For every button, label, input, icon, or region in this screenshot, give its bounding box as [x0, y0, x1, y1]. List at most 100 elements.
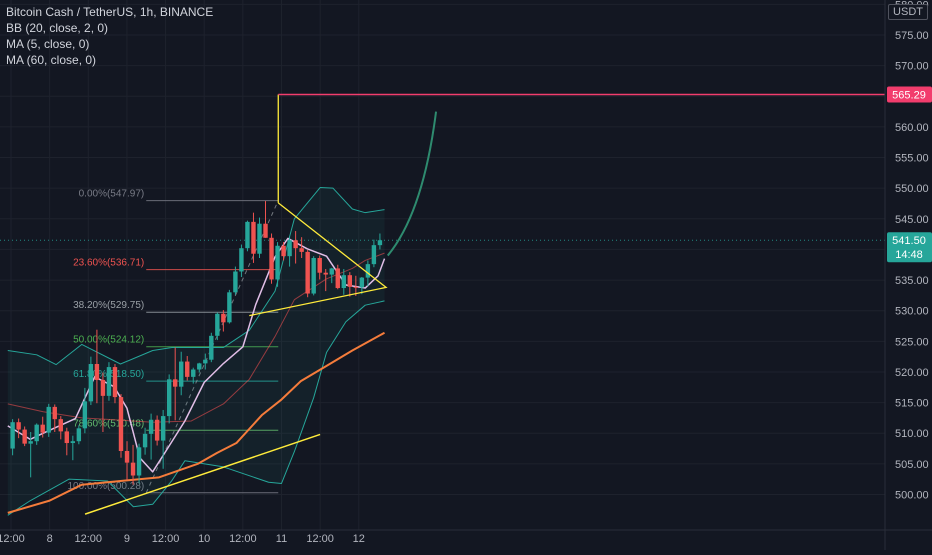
candle-body: [329, 268, 334, 275]
current-price-label: 541.50: [892, 235, 926, 247]
candle-body: [136, 447, 142, 476]
price-tick-label: 575.00: [895, 30, 929, 42]
target-price-label: 565.29: [892, 89, 926, 101]
candle-body: [335, 268, 340, 289]
candle-body: [88, 364, 94, 402]
indicator-ma5[interactable]: MA (5, close, 0): [6, 37, 90, 51]
price-tick-label: 520.00: [895, 367, 929, 379]
fib-label: 38.20%(529.75): [73, 300, 144, 311]
candle-body: [148, 419, 154, 434]
candle-body: [16, 422, 21, 430]
symbol-title[interactable]: Bitcoin Cash / TetherUS, 1h, BINANCE: [6, 5, 214, 19]
candle-body: [94, 364, 100, 380]
candle-body: [233, 271, 238, 293]
candle-body: [317, 258, 322, 273]
candle-body: [359, 277, 365, 288]
candle-body: [52, 406, 57, 420]
candle-body: [275, 245, 280, 280]
candle-body: [130, 462, 136, 476]
time-tick-label: 12:00: [229, 533, 257, 545]
time-tick-label: 12:00: [306, 533, 334, 545]
fib-label: 50.00%(524.12): [73, 335, 144, 346]
candle-body: [82, 401, 88, 429]
candle-body: [305, 251, 310, 294]
candle-body: [245, 221, 250, 249]
candle-body: [263, 223, 268, 238]
price-tick-label: 555.00: [895, 153, 929, 165]
candle-body: [221, 313, 226, 323]
indicator-ma60[interactable]: MA (60, close, 0): [6, 53, 97, 67]
price-tick-label: 500.00: [895, 490, 929, 502]
candle-body: [142, 433, 148, 448]
candle-body: [40, 424, 45, 433]
candle-body: [64, 431, 70, 444]
candle-body: [100, 379, 106, 396]
indicator-bb[interactable]: BB (20, close, 2, 0): [6, 21, 109, 35]
price-tick-label: 510.00: [895, 428, 929, 440]
candle-body: [70, 441, 76, 444]
drawings[interactable]: [84, 93, 885, 515]
candle-body: [112, 367, 118, 398]
moving-averages: [7, 237, 386, 514]
candle-body: [341, 275, 346, 289]
candle-body: [118, 397, 124, 452]
candle-body: [293, 240, 298, 249]
ma60-line: [7, 331, 386, 514]
price-tick-label: 570.00: [895, 61, 929, 73]
time-tick-label: 9: [124, 533, 130, 545]
legend: Bitcoin Cash / TetherUS, 1h, BINANCE BB …: [6, 4, 213, 68]
price-tick-label: 545.00: [895, 214, 929, 226]
candle-body: [257, 223, 262, 254]
time-tick-label: 12:00: [152, 533, 180, 545]
time-tick-label: 12:00: [75, 533, 103, 545]
candle-body: [160, 416, 166, 441]
candle-body: [239, 248, 244, 272]
candle-body: [10, 422, 15, 449]
fib-label: 23.60%(536.71): [73, 258, 144, 269]
candle-body: [347, 275, 353, 287]
candle-body: [154, 419, 160, 441]
candle-body: [172, 379, 178, 387]
price-tick-label: 535.00: [895, 275, 929, 287]
candles: [10, 201, 383, 485]
currency-selector[interactable]: USDT: [888, 4, 928, 20]
price-tick-label: 550.00: [895, 183, 929, 195]
candle-body: [203, 359, 208, 364]
bb-fill: [7, 187, 385, 516]
candle-body: [191, 369, 196, 377]
current-price-tag: [887, 232, 932, 263]
price-tick-label: 530.00: [895, 306, 929, 318]
candle-body: [311, 258, 316, 294]
candle-body: [251, 221, 256, 254]
candle-body: [34, 424, 39, 442]
candle-body: [371, 245, 377, 265]
candle-body: [124, 451, 130, 463]
candle-body: [106, 367, 112, 396]
candle-body: [377, 240, 383, 246]
bb-basis-line: [7, 252, 385, 423]
candle-body: [197, 363, 202, 370]
triangle-pattern: [249, 202, 388, 317]
candle-body: [209, 335, 214, 360]
candle-body: [323, 272, 328, 275]
lower-trendline: [84, 433, 321, 515]
time-tick-label: 12: [353, 533, 365, 545]
candle-body: [269, 237, 274, 280]
candle-body: [353, 286, 359, 288]
candle-body: [215, 313, 220, 336]
candle-body: [28, 441, 33, 444]
ma5-line: [7, 237, 386, 473]
candle-body: [185, 361, 190, 377]
target-price-tag: [887, 86, 932, 103]
candle-body: [281, 245, 286, 257]
candle-body: [58, 419, 63, 432]
fib-label: 78.60%(510.48): [73, 418, 144, 429]
candle-body: [227, 292, 232, 323]
candle-body: [287, 240, 292, 257]
price-tick-label: 505.00: [895, 459, 929, 471]
bb-upper-line: [7, 187, 385, 366]
